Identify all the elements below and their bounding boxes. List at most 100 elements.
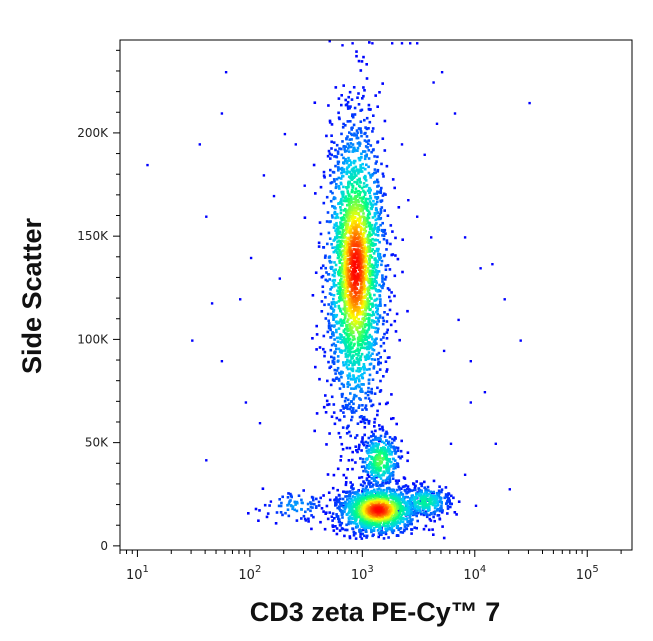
event-point	[419, 497, 422, 501]
event-point	[346, 135, 349, 138]
event-point	[385, 164, 389, 168]
event-point	[397, 509, 401, 513]
event-point	[380, 500, 383, 504]
event-point	[367, 319, 371, 322]
event-point	[351, 321, 354, 324]
event-point	[395, 482, 398, 485]
event-point	[345, 240, 348, 244]
event-point	[333, 422, 337, 426]
event-point	[352, 354, 355, 357]
event-point	[352, 330, 355, 334]
event-point	[332, 342, 336, 346]
event-point	[365, 338, 369, 342]
event-point	[373, 499, 377, 503]
event-point	[320, 300, 324, 303]
event-point	[322, 334, 326, 338]
event-point	[353, 337, 356, 341]
event-point	[339, 310, 343, 313]
event-point	[351, 186, 354, 189]
event-point	[345, 528, 349, 532]
event-point	[340, 182, 343, 186]
event-point	[398, 511, 402, 514]
event-point	[376, 155, 379, 159]
event-point	[344, 98, 347, 102]
event-point	[381, 440, 384, 444]
event-point	[286, 496, 290, 499]
event-point	[357, 103, 361, 106]
event-point	[374, 279, 378, 283]
event-point	[360, 383, 363, 386]
event-point	[327, 360, 330, 364]
event-point	[335, 376, 339, 380]
event-point	[377, 191, 381, 194]
event-point	[346, 354, 350, 357]
event-point	[396, 465, 400, 469]
event-point	[336, 340, 340, 343]
event-point	[360, 449, 363, 452]
event-point	[453, 511, 457, 514]
event-point	[335, 155, 339, 159]
event-point	[362, 189, 365, 193]
event-point	[361, 436, 364, 439]
event-point	[356, 493, 360, 496]
event-point	[340, 153, 344, 157]
event-point	[385, 430, 388, 434]
event-point	[383, 332, 386, 336]
event-point	[359, 343, 363, 346]
event-point	[395, 499, 398, 503]
event-point	[324, 278, 328, 282]
event-point	[345, 209, 349, 212]
event-point	[406, 309, 409, 313]
event-point	[361, 417, 365, 421]
event-point	[402, 496, 405, 499]
event-point	[359, 521, 363, 525]
event-point	[393, 521, 396, 524]
event-point	[311, 337, 314, 340]
event-point	[336, 366, 340, 370]
event-point	[322, 170, 326, 174]
event-point	[331, 307, 334, 310]
event-point	[356, 149, 359, 152]
event-point	[362, 493, 365, 496]
event-point	[343, 300, 346, 303]
event-point	[415, 494, 418, 498]
event-point	[383, 349, 386, 353]
event-point	[379, 527, 383, 531]
event-point	[371, 319, 374, 322]
event-point	[367, 245, 370, 248]
event-point	[385, 439, 388, 443]
event-point	[343, 286, 347, 290]
event-point	[406, 459, 409, 463]
event-point	[388, 308, 392, 312]
event-point	[343, 321, 346, 324]
event-point	[363, 433, 366, 437]
event-point	[348, 446, 352, 450]
event-point	[348, 374, 352, 378]
event-point	[348, 353, 351, 356]
event-point	[381, 425, 384, 429]
event-point	[381, 274, 384, 277]
event-point	[398, 517, 401, 520]
event-point	[345, 311, 348, 315]
event-point	[392, 497, 395, 501]
event-point	[388, 474, 392, 478]
event-point	[413, 500, 416, 504]
event-point	[346, 385, 350, 388]
event-point	[332, 141, 336, 144]
event-point	[348, 138, 351, 141]
event-point	[352, 534, 356, 537]
event-point	[348, 226, 351, 229]
event-point	[336, 240, 339, 244]
event-point	[315, 324, 318, 328]
event-point	[381, 280, 384, 283]
x-axis-ticks: 101 102 103 104 105	[119, 550, 622, 583]
event-point	[348, 349, 351, 353]
event-point	[348, 497, 351, 500]
event-point	[367, 216, 371, 220]
event-point	[353, 316, 356, 320]
event-point	[378, 304, 381, 307]
event-point	[341, 516, 344, 519]
event-point	[389, 488, 393, 492]
event-point	[374, 501, 377, 505]
event-point	[331, 273, 335, 277]
